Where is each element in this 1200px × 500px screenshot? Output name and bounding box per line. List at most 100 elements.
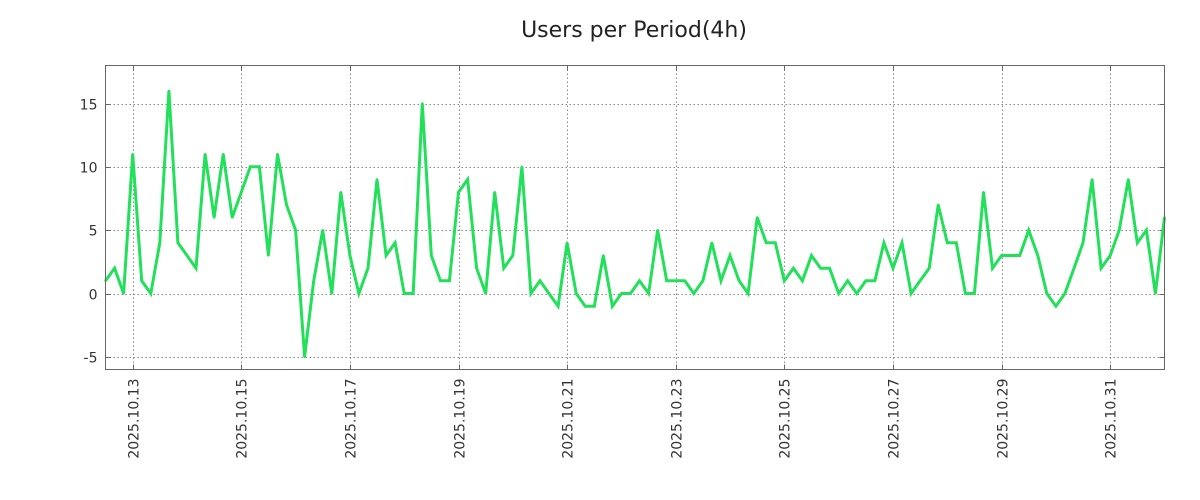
axis-ticks [105, 65, 1165, 370]
data-point [430, 254, 433, 257]
data-point [909, 292, 913, 295]
data-point [303, 355, 306, 358]
data-point [375, 178, 379, 181]
data-point [584, 305, 587, 308]
data-point [756, 216, 759, 219]
data-point [964, 292, 967, 295]
data-point [692, 292, 695, 295]
data-point [665, 279, 668, 282]
data-point [412, 292, 415, 295]
data-point [158, 241, 161, 244]
data-point [1009, 254, 1012, 257]
data-point [918, 279, 922, 282]
data-point [855, 292, 858, 295]
data-point [176, 241, 180, 244]
data-point [774, 241, 777, 244]
data-point [937, 203, 940, 206]
data-point [330, 292, 333, 295]
data-point [710, 241, 714, 244]
data-point [629, 292, 632, 295]
data-point [1099, 267, 1103, 270]
data-point [783, 279, 786, 282]
data-point [421, 102, 424, 105]
x-tick-label: 2025.10.17 [344, 379, 360, 459]
data-point [167, 89, 171, 93]
data-point [285, 203, 288, 206]
data-point [946, 241, 949, 244]
x-tick-label: 2025.10.31 [1104, 379, 1120, 459]
data-point [828, 267, 831, 270]
data-point [294, 229, 297, 232]
data-point [810, 254, 813, 257]
x-tick-label: 2025.10.23 [670, 379, 686, 459]
data-point [873, 279, 877, 282]
data-point [1027, 229, 1030, 232]
x-axis: 2025.10.13 2025.10.15 2025.10.17 2025.10.19… [127, 379, 1120, 459]
data-point [1118, 229, 1121, 232]
data-point [185, 254, 189, 257]
data-point [357, 292, 361, 295]
data-point [801, 279, 804, 282]
data-point [149, 292, 152, 295]
data-point [1045, 292, 1049, 295]
data-point [837, 292, 840, 295]
data-point [258, 165, 261, 168]
data-point [1063, 292, 1067, 295]
data-point [656, 229, 659, 232]
data-point [366, 267, 370, 270]
data-point [1127, 178, 1130, 181]
data-point [113, 267, 116, 270]
data-point [1154, 292, 1157, 295]
data-point [1036, 254, 1040, 257]
data-point [611, 305, 614, 308]
data-point [982, 191, 985, 194]
data-point [312, 279, 315, 282]
y-tick-label: 10 [80, 161, 98, 177]
data-point [991, 267, 994, 270]
data-point [973, 292, 976, 295]
data-point [1072, 267, 1076, 270]
grid [105, 65, 1165, 370]
data-point [348, 254, 352, 257]
data-point [457, 191, 460, 194]
data-point [439, 279, 442, 282]
data-point [212, 216, 216, 219]
data-point [575, 292, 578, 295]
x-tick-label: 2025.10.21 [561, 379, 577, 459]
data-point [140, 279, 143, 282]
x-tick-label: 2025.10.15 [235, 379, 251, 459]
series-layer [104, 89, 1166, 358]
data-point [1145, 229, 1148, 232]
data-point [701, 279, 705, 282]
x-tick-label: 2025.10.19 [453, 379, 469, 459]
data-point [547, 292, 551, 295]
data-point [1000, 254, 1003, 257]
data-point [765, 241, 768, 244]
plot-frame [105, 65, 1165, 370]
data-point [339, 191, 342, 194]
x-tick-label: 2025.10.27 [887, 379, 903, 459]
data-point [620, 292, 623, 295]
data-point [737, 279, 741, 282]
y-axis: -5 0 5 10 15 [80, 98, 98, 367]
data-point [529, 292, 533, 295]
y-tick-label: 5 [89, 224, 98, 240]
data-point [249, 165, 252, 168]
data-point [502, 267, 505, 270]
series-line [104, 90, 1166, 357]
data-point [891, 267, 895, 270]
data-point [448, 279, 451, 282]
y-tick-label: -5 [84, 351, 98, 367]
data-point [493, 191, 496, 194]
data-point [1081, 241, 1085, 244]
data-point [231, 216, 234, 219]
data-point [222, 153, 225, 156]
data-point [928, 267, 931, 270]
data-point [538, 279, 542, 282]
data-point [403, 292, 406, 295]
data-point [511, 254, 514, 257]
data-point [955, 241, 958, 244]
data-point [647, 292, 650, 295]
data-point [593, 305, 596, 308]
